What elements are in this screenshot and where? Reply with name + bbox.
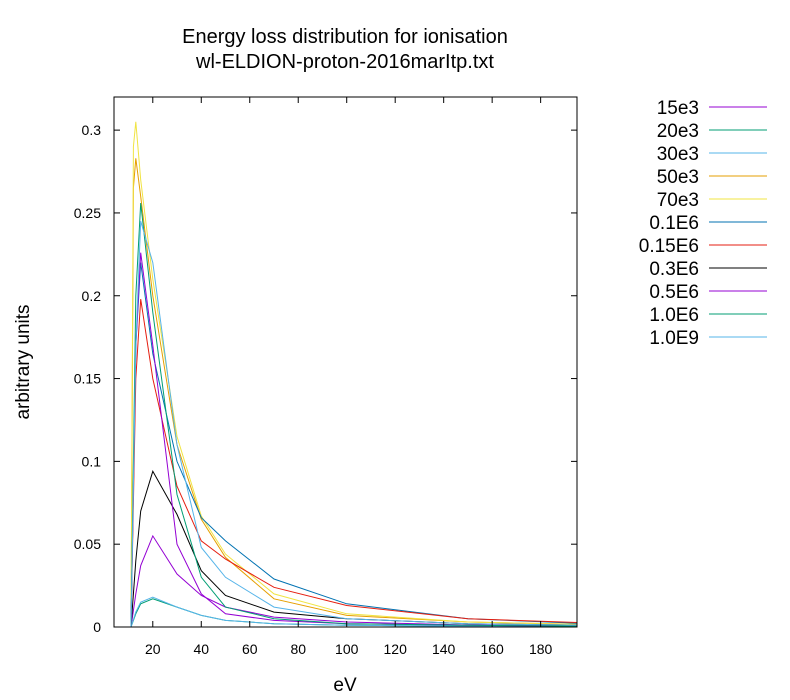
legend-label: 20e3 [657,121,699,142]
y-tick-label: 0.3 [82,122,102,138]
y-tick-label: 0 [93,619,101,635]
x-tick-label: 160 [480,641,504,657]
x-tick-label: 20 [145,641,161,657]
legend-label: 0.3E6 [649,259,699,280]
legend: 15e320e330e350e370e30.1E60.15E60.3E60.5E… [639,98,767,349]
series-line-0.3E6 [130,470,577,627]
series-line-50e3 [130,158,577,627]
series-line-70e3 [130,121,577,627]
legend-label: 70e3 [657,190,699,211]
series-line-15e3 [130,534,577,627]
x-tick-label: 140 [432,641,456,657]
x-tick-label: 60 [242,641,258,657]
chart-title-line-1: Energy loss distribution for ionisation [182,26,508,48]
y-tick-label: 0.05 [74,536,101,552]
x-tick-label: 120 [384,641,408,657]
x-axis-label: eV [333,675,357,696]
series-line-1.0E6 [130,202,577,627]
y-tick-label: 0.15 [74,371,101,387]
legend-label: 1.0E9 [649,328,699,349]
x-tick-label: 100 [335,641,359,657]
x-tick-label: 80 [290,641,306,657]
series-line-1.0E9 [130,221,577,627]
y-axis-label: arbitrary units [13,304,34,419]
ticks-layer: 20 40 60 80 100 120 140 160 180 0 0.05 0.1 0.15 0.2 0.… [74,97,577,657]
legend-label: 1.0E6 [649,305,699,326]
legend-label: 30e3 [657,144,699,165]
series-line-0.15E6 [130,299,577,627]
plot-frame [113,96,578,628]
series-layer [130,121,577,627]
legend-label: 0.5E6 [649,282,699,303]
y-tick-label: 0.25 [74,205,101,221]
y-tick-label: 0.1 [82,453,102,469]
series-line-30e3 [130,596,577,627]
x-tick-label: 180 [529,641,553,657]
legend-label: 50e3 [657,167,699,188]
x-tick-label: 40 [193,641,209,657]
legend-label: 15e3 [657,98,699,119]
y-tick-label: 0.2 [82,288,102,304]
chart-title-line-2: wl-ELDION-proton-2016marItp.txt [195,51,494,73]
legend-label: 0.15E6 [639,236,699,257]
legend-label: 0.1E6 [649,213,699,234]
